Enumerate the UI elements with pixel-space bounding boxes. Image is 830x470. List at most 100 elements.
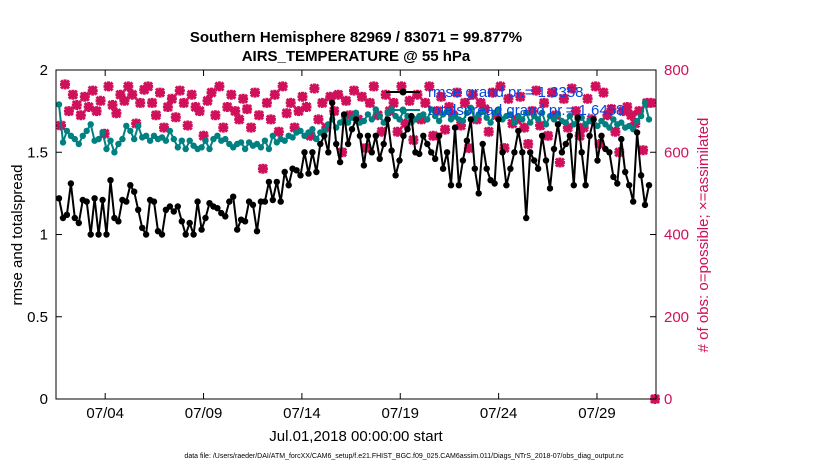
series-point — [222, 135, 229, 143]
series-point — [313, 135, 320, 143]
series-point — [610, 173, 617, 181]
series-point — [645, 116, 653, 123]
x-tick-label: 07/04 — [86, 405, 124, 422]
series-point — [420, 111, 427, 118]
obs-count-point — [242, 104, 253, 115]
series-point — [241, 145, 249, 153]
obs-count-point — [246, 122, 257, 133]
series-point — [538, 132, 546, 139]
series-point — [317, 140, 324, 148]
series-point — [83, 127, 90, 135]
series-point — [566, 112, 573, 120]
obs-count-point — [495, 81, 506, 92]
series-point — [190, 231, 197, 238]
obs-count-point — [154, 87, 166, 98]
series-point — [519, 116, 526, 123]
series-point — [495, 106, 502, 113]
series-point — [471, 165, 478, 172]
series-point — [281, 168, 288, 176]
series-point — [531, 157, 538, 164]
series-point — [368, 149, 375, 156]
series-point — [424, 140, 431, 148]
obs-count-point — [341, 95, 352, 106]
series-point — [538, 109, 546, 117]
y-tick-label: 2 — [40, 62, 48, 79]
series-point — [293, 167, 300, 174]
series-point — [344, 140, 352, 148]
chart-title: Southern Hemisphere 82969 / 83071 = 99.8… — [190, 29, 522, 46]
obs-count-point — [515, 91, 526, 102]
series-point — [194, 198, 201, 205]
series-point — [447, 182, 455, 189]
obs-count-point — [238, 93, 249, 104]
series-point — [439, 165, 447, 172]
series-point — [115, 218, 122, 225]
y-axis-right-label: # of obs: o=possible; ×=assimilated — [695, 118, 712, 353]
chart-subtitle: AIRS_TEMPERATURE @ 55 hPa — [242, 48, 471, 65]
obs-count-point — [178, 97, 189, 108]
obs-count-point — [531, 85, 542, 96]
series-point — [83, 198, 90, 205]
x-tick-label: 07/09 — [185, 405, 223, 422]
obs-count-point — [329, 106, 340, 117]
series-point — [360, 117, 368, 125]
obs-count-point — [127, 89, 138, 100]
series-point — [554, 111, 562, 118]
obs-count-point — [523, 138, 534, 150]
series-point — [333, 140, 340, 148]
series-point — [75, 219, 83, 227]
series-point — [336, 119, 344, 126]
y-right-tick-label: 800 — [664, 62, 689, 79]
y-right-tick-label: 200 — [664, 309, 689, 326]
series-point — [622, 168, 629, 176]
y-tick-label: 0.5 — [27, 309, 48, 326]
series-point — [340, 111, 348, 118]
series-point — [139, 224, 146, 232]
series-point — [372, 106, 379, 113]
series-point — [610, 116, 617, 123]
series-point — [455, 182, 463, 189]
obs-count-point — [170, 112, 181, 123]
series-point — [321, 132, 328, 139]
series-point — [404, 126, 411, 133]
series-point — [63, 127, 71, 135]
series-point — [63, 211, 71, 218]
series-point — [352, 109, 360, 117]
series-point — [645, 182, 653, 189]
x-tick-label: 07/19 — [381, 405, 419, 422]
series-point — [546, 185, 554, 192]
obs-count-point — [380, 89, 391, 100]
series-line — [58, 102, 650, 238]
series-point — [273, 178, 280, 186]
series-point — [590, 116, 597, 123]
series-point — [562, 140, 569, 148]
series-point — [507, 111, 514, 118]
series-point — [71, 135, 79, 143]
obs-count-point — [87, 85, 98, 96]
series-point — [495, 116, 502, 123]
series-point — [352, 116, 360, 123]
y-tick-label: 1 — [40, 227, 48, 244]
axes: 0 0.5 1 1.5 2 0 200 400 600 800 07/04 07/09 07/14 07/… — [27, 62, 689, 422]
series-point — [107, 177, 114, 184]
obs-count-point — [249, 87, 261, 98]
series-point — [614, 180, 621, 187]
series-point — [241, 218, 249, 225]
series-point — [135, 122, 142, 130]
series-point — [348, 126, 356, 133]
obs-count-point — [265, 114, 276, 125]
series-point — [131, 188, 138, 195]
series-point — [467, 104, 474, 112]
series-point — [499, 149, 506, 156]
series-point — [443, 149, 451, 156]
series-point — [285, 182, 292, 189]
series-point — [107, 137, 114, 144]
obs-count-point — [309, 83, 320, 94]
obs-count-point — [226, 89, 237, 100]
series-point — [594, 122, 601, 130]
obs-count-point — [436, 91, 447, 102]
series-point — [186, 219, 193, 227]
series-point — [527, 119, 534, 126]
obs-count-point — [67, 89, 78, 100]
